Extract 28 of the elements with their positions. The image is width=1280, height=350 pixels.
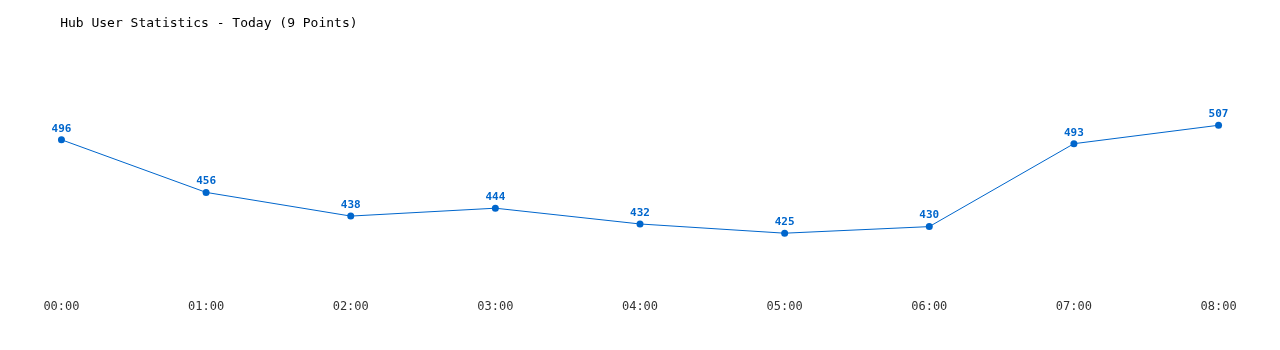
point [57,136,65,144]
point [636,220,644,228]
data-label: 438 [340,197,361,211]
x-tick-label: 06:00 [911,299,948,313]
data-label: 430 [919,208,940,222]
x-tick-label: 00:00 [43,299,80,313]
point [491,204,499,212]
point [781,229,789,237]
x-tick-label: 08:00 [1200,299,1237,313]
x-tick-label: 03:00 [477,299,514,313]
x-tick-label: 05:00 [766,299,803,313]
data-label: 456 [196,174,217,188]
data-label: 496 [51,121,72,135]
x-tick-label: 02:00 [332,299,369,313]
point [925,223,933,231]
point [347,212,355,220]
data-label: 507 [1208,107,1229,121]
data-label: 425 [774,215,795,229]
point [202,188,210,196]
point [1070,140,1078,148]
data-label: 493 [1063,125,1084,139]
chart-title: Hub User Statistics - Today (9 Points) [60,14,358,30]
data-label: 432 [630,205,650,219]
data-label: 444 [485,190,506,204]
x-tick-label: 04:00 [621,299,659,313]
x-tick-label: 07:00 [1055,299,1092,313]
x-tick-label: 01:00 [188,299,225,313]
point [1215,121,1223,129]
